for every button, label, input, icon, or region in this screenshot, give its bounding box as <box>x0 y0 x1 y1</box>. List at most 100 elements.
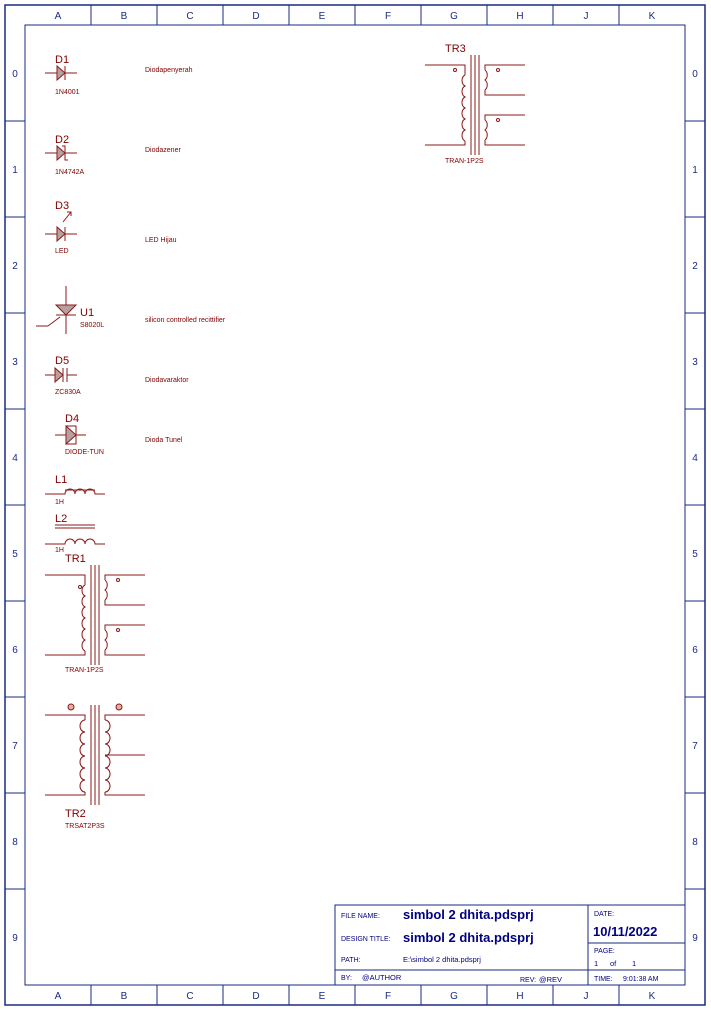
row-marker-left: 1 <box>12 165 18 176</box>
inductor-l2[interactable]: L2 1H <box>45 513 105 554</box>
row-marker-right: 8 <box>692 837 698 848</box>
outer-border <box>4 4 706 1006</box>
row-marker-right: 0 <box>692 69 698 80</box>
row-marker-left: 5 <box>12 549 18 560</box>
row-marker-right: 2 <box>692 261 698 272</box>
column-marker-bottom: H <box>516 991 523 1002</box>
diode-d2[interactable]: D2 1N4742A <box>45 134 85 176</box>
transformer-tr3[interactable]: TR3 TRAN-1P2S <box>425 43 525 165</box>
column-marker-top: G <box>450 11 458 22</box>
by-value: @AUTHOR <box>362 973 402 982</box>
row-marker-right: 4 <box>692 453 698 464</box>
d5-note: Diodavaraktor <box>145 377 189 384</box>
row-marker-left: 0 <box>12 69 18 80</box>
transformer-tr2[interactable]: TR2 TRSAT2P3S <box>45 703 145 830</box>
date-value: 10/11/2022 <box>593 924 657 939</box>
design-title-label: DESIGN TITLE: <box>341 936 391 943</box>
row-marker-right: 1 <box>692 165 698 176</box>
column-marker-bottom: B <box>121 991 128 1002</box>
row-marker-left: 7 <box>12 741 18 752</box>
column-marker-top: D <box>252 11 259 22</box>
d4-note: Dioda Tunel <box>145 437 183 444</box>
column-marker-top: A <box>55 11 62 22</box>
d1-ref: D1 <box>55 54 69 66</box>
d2-note: Diodazener <box>145 147 181 154</box>
d2-ref: D2 <box>55 134 69 146</box>
column-marker-bottom: F <box>385 991 391 1002</box>
d3-value: LED <box>55 248 69 255</box>
l1-ref: L1 <box>55 474 67 486</box>
d5-value: ZC830A <box>55 389 81 396</box>
column-marker-bottom: A <box>55 991 62 1002</box>
page-number: 1 <box>594 959 598 968</box>
time-value: 9:01:38 AM <box>623 976 659 983</box>
l1-value: 1H <box>55 499 64 506</box>
column-marker-top: H <box>516 11 523 22</box>
rev-value: @REV <box>539 975 562 984</box>
tr3-ref: TR3 <box>445 43 466 55</box>
file-name-label: FILE NAME: <box>341 913 380 920</box>
path-label: PATH: <box>341 957 361 964</box>
page-of: of <box>610 959 617 968</box>
tr3-value: TRAN-1P2S <box>445 158 484 165</box>
by-label: BY: <box>341 975 352 982</box>
u1-note: silicon controlled recittifier <box>145 317 226 324</box>
title-block: FILE NAME: simbol 2 dhita.pdsprj DESIGN … <box>334 904 686 986</box>
column-marker-bottom: K <box>649 991 656 1002</box>
row-marker-right: 7 <box>692 741 698 752</box>
u1-ref: U1 <box>80 307 94 319</box>
rev-label: REV: <box>520 977 536 984</box>
row-marker-left: 2 <box>12 261 18 272</box>
varactor-d5[interactable]: D5 ZC830A <box>45 355 81 396</box>
column-marker-bottom: G <box>450 991 458 1002</box>
column-marker-top: B <box>121 11 128 22</box>
column-marker-top: J <box>584 11 589 22</box>
tr2-value: TRSAT2P3S <box>65 823 105 830</box>
led-d3[interactable]: D3 LED <box>45 200 77 255</box>
d1-value: 1N4001 <box>55 89 80 96</box>
file-name-value: simbol 2 dhita.pdsprj <box>403 907 534 922</box>
column-marker-bottom: C <box>186 991 193 1002</box>
row-marker-left: 4 <box>12 453 18 464</box>
column-marker-top: K <box>649 11 656 22</box>
row-marker-left: 6 <box>12 645 18 656</box>
row-marker-right: 5 <box>692 549 698 560</box>
row-marker-left: 9 <box>12 933 18 944</box>
grid-markers: A A B B C C D D E E F F G G H H J J K K 0 0 1 1 2 2 3 3 4 4 5 5 6 6 7 7 8 8 9 9 <box>5 5 705 1005</box>
row-marker-left: 3 <box>12 357 18 368</box>
diode-d1[interactable]: D1 1N4001 <box>45 54 80 96</box>
l2-ref: L2 <box>55 513 67 525</box>
row-marker-left: 8 <box>12 837 18 848</box>
page-total: 1 <box>632 959 636 968</box>
date-label: DATE: <box>594 911 614 918</box>
path-value: E:\simbol 2 dhita.pdsprj <box>403 955 481 964</box>
d4-value: DIODE-TUN <box>65 449 104 456</box>
row-marker-right: 6 <box>692 645 698 656</box>
column-marker-top: E <box>319 11 326 22</box>
inductor-l1[interactable]: L1 1H <box>45 474 105 506</box>
d3-note: LED Hijau <box>145 237 177 244</box>
d5-ref: D5 <box>55 355 69 367</box>
time-label: TIME: <box>594 976 613 983</box>
design-title-value: simbol 2 dhita.pdsprj <box>403 930 534 945</box>
d2-value: 1N4742A <box>55 169 85 176</box>
tr1-ref: TR1 <box>65 553 86 565</box>
column-marker-top: C <box>186 11 193 22</box>
d3-ref: D3 <box>55 200 69 212</box>
column-marker-bottom: J <box>584 991 589 1002</box>
d1-note: Diodapenyerah <box>145 67 193 74</box>
column-marker-top: F <box>385 11 391 22</box>
d4-ref: D4 <box>65 413 79 425</box>
l2-value: 1H <box>55 547 64 554</box>
column-marker-bottom: D <box>252 991 259 1002</box>
transformer-tr1[interactable]: TR1 TRAN-1P2S <box>45 553 145 674</box>
tr1-value: TRAN-1P2S <box>65 667 104 674</box>
row-marker-right: 9 <box>692 933 698 944</box>
page-label: PAGE: <box>594 948 615 955</box>
u1-value: S8020L <box>80 322 104 329</box>
tunnel-diode-d4[interactable]: D4 DIODE-TUN <box>55 413 104 456</box>
tr2-ref: TR2 <box>65 808 86 820</box>
column-marker-bottom: E <box>319 991 326 1002</box>
scr-u1[interactable]: U1 S8020L <box>36 286 104 334</box>
